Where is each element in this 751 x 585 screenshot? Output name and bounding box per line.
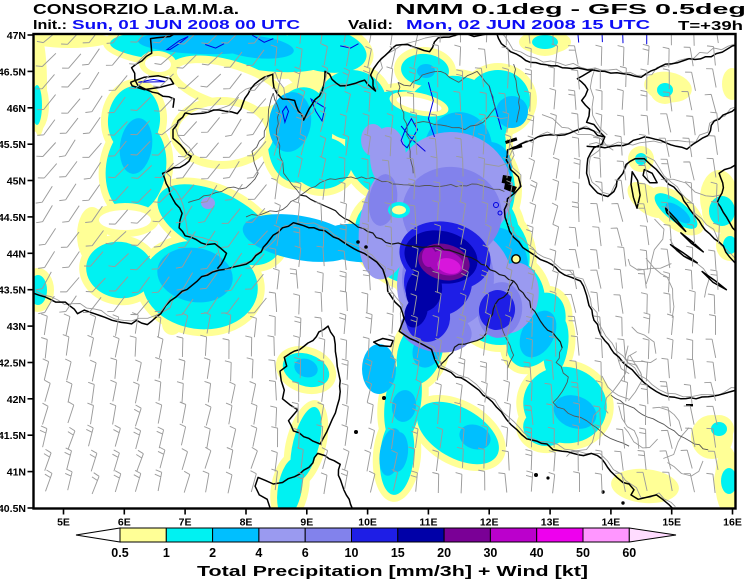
- svg-text:50: 50: [576, 546, 590, 560]
- svg-text:Init.:: Init.:: [33, 17, 67, 32]
- svg-text:2: 2: [209, 546, 216, 560]
- svg-text:1: 1: [163, 546, 170, 560]
- svg-text:6: 6: [302, 546, 309, 560]
- svg-text:43N: 43N: [7, 321, 26, 333]
- svg-text:4: 4: [255, 546, 262, 560]
- svg-text:7E: 7E: [179, 517, 192, 529]
- svg-text:10: 10: [345, 546, 359, 560]
- svg-text:16E: 16E: [723, 517, 742, 529]
- svg-text:40: 40: [530, 546, 544, 560]
- svg-text:15: 15: [391, 546, 405, 560]
- svg-text:41N: 41N: [7, 467, 26, 479]
- svg-text:41.5N: 41.5N: [0, 430, 26, 442]
- svg-text:NMM 0.1deg - GFS 0.5deg: NMM 0.1deg - GFS 0.5deg: [395, 1, 746, 18]
- svg-text:Total Precipitation [mm/3h] +: Total Precipitation [mm/3h] + Wind [kt]: [197, 563, 588, 580]
- svg-text:8E: 8E: [240, 517, 253, 529]
- svg-text:12E: 12E: [480, 517, 499, 529]
- svg-text:CONSORZIO La.M.M.a.: CONSORZIO La.M.M.a.: [33, 1, 239, 18]
- svg-text:46.5N: 46.5N: [0, 66, 26, 78]
- svg-text:45N: 45N: [7, 176, 26, 188]
- svg-text:Mon, 02 JUN 2008 15 UTC: Mon, 02 JUN 2008 15 UTC: [406, 17, 651, 32]
- svg-text:Sun, 01 JUN 2008 00 UTC: Sun, 01 JUN 2008 00 UTC: [72, 17, 301, 32]
- svg-text:46N: 46N: [7, 103, 26, 115]
- svg-text:47N: 47N: [7, 30, 26, 42]
- svg-text:9E: 9E: [300, 517, 313, 529]
- svg-text:5E: 5E: [57, 517, 70, 529]
- svg-text:Valid:: Valid:: [348, 17, 393, 32]
- svg-text:20: 20: [437, 546, 451, 560]
- svg-text:0.5: 0.5: [111, 546, 128, 560]
- svg-text:14E: 14E: [602, 517, 621, 529]
- svg-text:40.5N: 40.5N: [0, 503, 26, 515]
- svg-text:10E: 10E: [358, 517, 377, 529]
- svg-text:43.5N: 43.5N: [0, 285, 26, 297]
- svg-text:13E: 13E: [541, 517, 560, 529]
- svg-text:6E: 6E: [118, 517, 131, 529]
- svg-text:T=+39h: T=+39h: [678, 18, 743, 33]
- svg-text:44N: 44N: [7, 248, 26, 260]
- svg-text:30: 30: [483, 546, 497, 560]
- svg-text:45.5N: 45.5N: [0, 139, 26, 151]
- svg-text:60: 60: [622, 546, 636, 560]
- svg-text:42N: 42N: [7, 394, 26, 406]
- svg-text:15E: 15E: [662, 517, 681, 529]
- svg-text:44.5N: 44.5N: [0, 212, 26, 224]
- svg-text:42.5N: 42.5N: [0, 358, 26, 370]
- svg-text:11E: 11E: [419, 517, 437, 529]
